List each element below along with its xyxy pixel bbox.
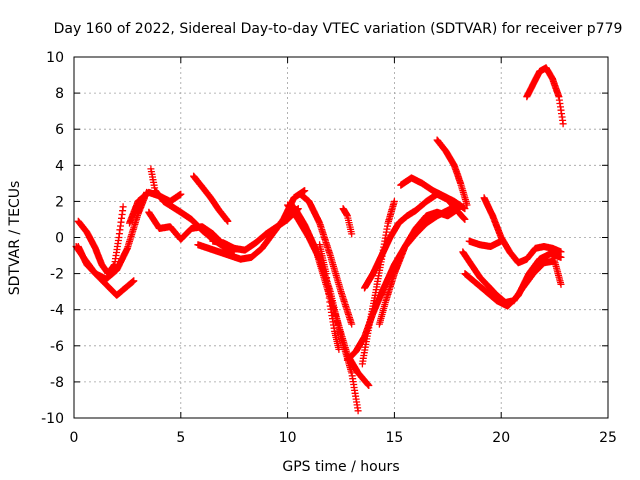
data-point-markers (74, 188, 151, 283)
x-tick-label: 0 (70, 430, 79, 446)
data-points (72, 64, 567, 415)
x-axis-label: GPS time / hours (282, 459, 399, 475)
series-arc-3 (74, 188, 151, 283)
y-tick-label: -2 (50, 267, 64, 283)
data-point-markers (397, 174, 469, 213)
data-point-markers (339, 205, 356, 238)
y-tick-label: -6 (50, 339, 64, 355)
series-arc-18 (375, 205, 462, 328)
x-tick-label: 5 (176, 430, 185, 446)
data-point-markers (343, 201, 462, 364)
y-tick-label: 8 (55, 86, 64, 102)
data-point-markers (190, 172, 232, 225)
series-arc-15 (343, 201, 462, 364)
x-tick-label: 10 (279, 430, 297, 446)
series-arc-23 (480, 194, 565, 267)
series-arc-13 (316, 241, 343, 353)
y-tick-label: -8 (50, 375, 64, 391)
y-tick-label: 10 (46, 50, 64, 66)
series-arc-19 (433, 136, 471, 209)
series-arc-25 (523, 64, 567, 128)
data-point-markers (316, 241, 343, 353)
y-tick-label: 2 (55, 194, 64, 210)
data-point-markers (523, 64, 567, 128)
data-point-markers (209, 205, 302, 254)
data-point-markers (480, 194, 565, 267)
y-tick-label: -10 (41, 411, 64, 427)
x-tick-label: 15 (385, 430, 403, 446)
series-arc-9 (209, 205, 302, 254)
series-arc-12 (296, 190, 356, 328)
y-tick-label: 0 (55, 231, 64, 247)
series-arc-22 (461, 250, 565, 310)
axis-ticks: 0 5 10 15 20 25 -10 -8 -6 -4 -2 0 2 4 6 8 10 (41, 50, 617, 446)
x-tick-label: 20 (492, 430, 510, 446)
data-point-markers (465, 237, 505, 250)
series-arc-20 (397, 174, 469, 213)
series-arc-14 (339, 205, 356, 238)
series-arc-24 (465, 237, 505, 250)
data-point-markers (461, 250, 565, 310)
data-point-markers (433, 136, 471, 209)
chart-title: Day 160 of 2022, Sidereal Day-to-day VTE… (54, 21, 623, 37)
grid (74, 57, 608, 418)
data-point-markers (296, 190, 356, 328)
y-tick-label: 4 (55, 158, 64, 174)
series-arc-7 (190, 172, 232, 225)
x-tick-label: 25 (599, 430, 617, 446)
y-axis-label: SDTVAR / TECUs (7, 181, 23, 296)
y-tick-label: 6 (55, 122, 64, 138)
y-tick-label: -4 (50, 303, 64, 319)
data-point-markers (375, 205, 462, 328)
